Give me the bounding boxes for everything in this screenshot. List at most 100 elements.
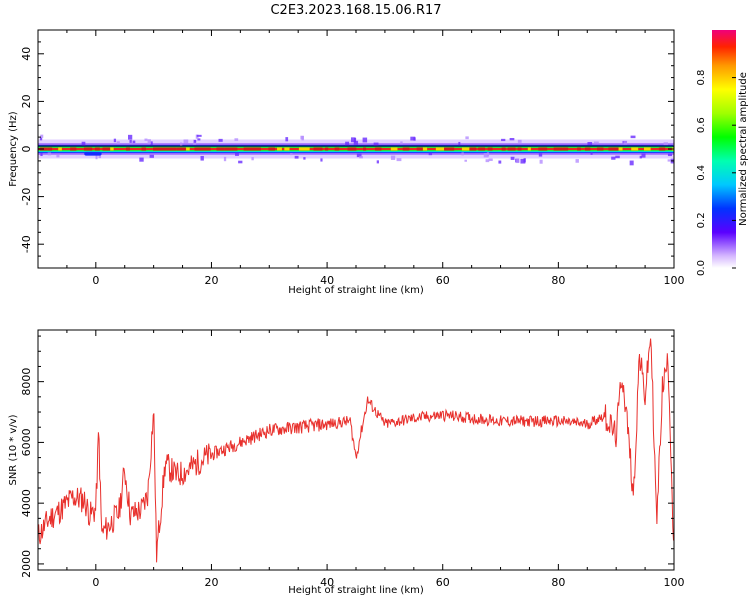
- band-speckle: [238, 160, 243, 164]
- snr-x-axis-label: Height of straight line (km): [288, 585, 424, 596]
- band-dash: [110, 147, 114, 151]
- spectrogram-x-axis-label: Height of straight line (km): [288, 285, 424, 296]
- colorbar-label: Normalized spectral amplitude: [738, 72, 749, 226]
- band-dash: [194, 147, 205, 151]
- band-speckle: [523, 158, 526, 163]
- band-dash: [422, 147, 428, 151]
- band-speckle: [285, 137, 289, 142]
- band-speckle: [501, 138, 506, 142]
- y-tick-label: 0: [20, 146, 33, 153]
- band-dash: [284, 147, 290, 151]
- band-dash: [562, 147, 569, 151]
- band-dash: [334, 147, 340, 151]
- band-speckle: [641, 153, 646, 158]
- band-speckle: [353, 140, 359, 145]
- band-speckle: [320, 158, 323, 162]
- band-dash: [224, 147, 232, 151]
- x-tick-label: 100: [664, 576, 685, 589]
- x-tick-label: 40: [320, 274, 334, 287]
- y-tick-label: 20: [20, 94, 33, 108]
- band-speckle: [95, 154, 98, 160]
- band-dash: [102, 147, 110, 151]
- band-speckle: [223, 156, 227, 162]
- band-dash: [450, 147, 455, 151]
- colorbar-tick-label: 0.8: [696, 70, 707, 86]
- band-speckle: [575, 159, 579, 163]
- band-dash: [186, 147, 190, 151]
- spectrogram-panel: 0 20 40 60 80 100 -40 -20 0 20 40 Height of strai…: [8, 29, 685, 296]
- snr-panel: 0 20 40 60 80 100 2000 4000 6000 8000 Height of …: [8, 329, 685, 596]
- band-dash: [501, 147, 506, 151]
- band-speckle: [630, 135, 636, 139]
- colorbar: 0.0 0.2 0.4 0.6 0.8 Normalized spectral ampl…: [696, 30, 749, 276]
- band-speckle: [235, 152, 239, 156]
- band-speckle: [47, 152, 52, 156]
- band-speckle: [350, 137, 356, 143]
- band-speckle: [465, 136, 469, 140]
- y-tick-label: 40: [20, 47, 33, 61]
- band-dash: [83, 147, 93, 151]
- x-tick-label: 100: [664, 274, 685, 287]
- band-speckle: [147, 139, 151, 145]
- band-speckle: [428, 152, 433, 156]
- band-speckle: [413, 137, 416, 141]
- band-speckle: [359, 155, 363, 159]
- band-speckle: [667, 153, 672, 157]
- band-dash: [643, 147, 651, 151]
- colorbar-tick-label: 0.2: [696, 212, 707, 228]
- band-dash: [202, 147, 211, 151]
- band-dash: [631, 147, 639, 151]
- band-dash: [169, 147, 177, 151]
- band-speckle: [667, 159, 671, 162]
- x-tick-label: 20: [204, 576, 218, 589]
- colorbar-gradient: [712, 30, 736, 268]
- band-speckle: [113, 138, 117, 143]
- band-speckle: [234, 138, 239, 141]
- band-speckle: [132, 140, 136, 144]
- band-speckle: [294, 155, 299, 159]
- band-speckle: [39, 137, 43, 141]
- band-dash: [47, 147, 53, 151]
- band-dash: [298, 147, 310, 151]
- band-dash: [469, 147, 477, 151]
- band-dash: [577, 147, 581, 151]
- band-dash: [253, 147, 261, 151]
- band-speckle: [516, 158, 520, 164]
- band-speckle: [410, 136, 416, 141]
- x-tick-label: 0: [92, 274, 99, 287]
- band-dash: [176, 147, 186, 151]
- band-dash: [268, 147, 275, 151]
- band-dash: [153, 147, 162, 151]
- band-dash: [374, 147, 382, 151]
- band-speckle: [488, 158, 493, 161]
- band-dash: [658, 147, 666, 151]
- band-speckle: [517, 139, 522, 143]
- band-dash: [618, 147, 623, 151]
- spectrogram-y-axis-label: Frequency (Hz): [8, 111, 19, 187]
- band-speckle: [98, 153, 102, 159]
- x-tick-label: 0: [92, 576, 99, 589]
- x-tick-label: 60: [436, 274, 450, 287]
- band-speckle: [485, 159, 490, 163]
- band-dash: [553, 147, 563, 151]
- spectrogram-y-ticks: -40 -20 0 20 40: [20, 29, 674, 269]
- band-speckle: [197, 138, 201, 141]
- band-speckle: [483, 152, 489, 158]
- band-dash: [125, 147, 130, 151]
- x-tick-label: 40: [320, 576, 334, 589]
- band-speckle: [520, 158, 526, 164]
- colorbar-tick-label: 0.4: [696, 165, 707, 181]
- band-dash: [325, 147, 329, 151]
- band-speckle: [196, 134, 202, 137]
- band-speckle: [40, 153, 43, 157]
- band-speckle: [539, 159, 543, 164]
- colorbar-tick-label: 0.0: [696, 260, 707, 276]
- band-speckle: [149, 154, 154, 158]
- band-speckle: [362, 137, 368, 143]
- band-speckle: [623, 141, 628, 145]
- band-speckle: [373, 142, 379, 147]
- band-speckle: [354, 138, 357, 143]
- band-speckle: [116, 141, 120, 145]
- band-speckle: [251, 157, 254, 161]
